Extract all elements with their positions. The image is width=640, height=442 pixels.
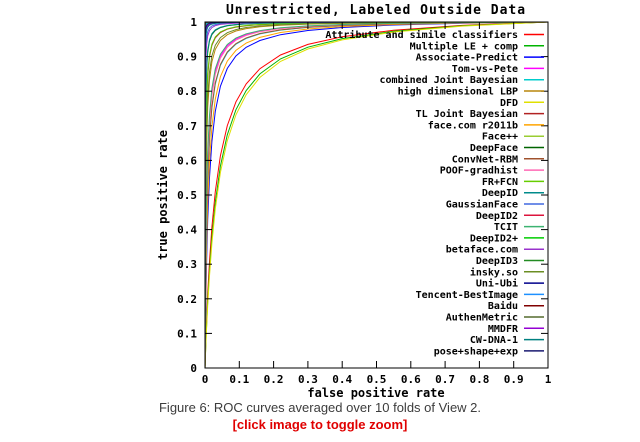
x-tick-label: 0.1 (229, 373, 249, 386)
legend-label: insky.so (470, 266, 518, 278)
legend-label: MMDFR (488, 324, 519, 335)
legend-label: AuthenMetric (446, 312, 518, 324)
y-tick-label: 0.3 (177, 258, 197, 271)
axis-ticks-group: 0 0.1 0.2 0.3 0.4 0.5 0.6 0.7 0.8 0.9 1 0 0.1 0.2 0.3 0… (177, 16, 552, 386)
legend-label: DFD (500, 98, 518, 109)
x-tick-label: 0.9 (504, 373, 524, 386)
toggle-zoom-link[interactable]: [click image to toggle zoom] (232, 417, 408, 432)
legend-label: DeepID2+ (470, 233, 518, 244)
x-tick-label: 0.8 (469, 373, 489, 386)
y-tick-label: 1 (190, 16, 197, 29)
legend-label: FR+FCN (482, 177, 518, 188)
x-tick-label: 0.7 (435, 373, 455, 386)
y-tick-label: 0.6 (177, 154, 197, 167)
chart-title: Unrestricted, Labeled Outside Data (226, 3, 526, 18)
y-tick-label: 0.2 (177, 293, 197, 306)
roc-chart[interactable]: Unrestricted, Labeled Outside Data 0 0.1 0… (0, 0, 640, 400)
legend-label: TCIT (494, 222, 518, 233)
legend-label: Attribute and simile classifiers (325, 29, 518, 41)
x-tick-label: 0.6 (401, 373, 421, 386)
x-axis-label: false positive rate (307, 386, 444, 400)
legend-label: face.com r2011b (428, 120, 518, 131)
legend-label: POOF-gradhist (440, 165, 518, 177)
y-tick-label: 0.4 (177, 224, 197, 237)
y-axis-label: true positive rate (156, 130, 170, 260)
legend-label: Associate-Predict (416, 52, 518, 64)
y-tick-label: 0.7 (177, 120, 197, 133)
y-tick-label: 0.1 (177, 327, 197, 340)
roc-chart-image[interactable]: Unrestricted, Labeled Outside Data 0 0.1 0… (0, 0, 640, 400)
x-tick-label: 0.5 (367, 373, 387, 386)
x-tick-label: 0.4 (332, 373, 352, 386)
y-tick-label: 0.8 (177, 85, 197, 98)
legend-label: high dimensional LBP (398, 86, 518, 98)
y-tick-label: 0.5 (177, 189, 197, 202)
legend-label: Face++ (482, 132, 518, 143)
x-tick-label: 0.3 (298, 373, 318, 386)
legend-label: DeepID2 (476, 211, 518, 222)
legend-label: ConvNet-RBM (452, 154, 518, 165)
legend-label: DeepID3 (476, 256, 518, 267)
y-tick-label: 0 (190, 362, 197, 375)
legend-label: combined Joint Bayesian (380, 74, 518, 86)
legend-label: TL Joint Bayesian (416, 108, 518, 120)
legend-label: GaussianFace (446, 199, 518, 211)
legend-group: Attribute and simile classifiersMultiple… (325, 29, 544, 357)
legend-label: DeepID (482, 188, 518, 199)
x-tick-label: 0.2 (264, 373, 284, 386)
x-tick-label: 0 (202, 373, 209, 386)
legend-label: Baidu (488, 300, 518, 312)
figure-caption: Figure 6: ROC curves averaged over 10 fo… (158, 400, 482, 415)
legend-label: Tencent-BestImage (416, 290, 518, 301)
legend-label: Tom-vs-Pete (452, 64, 518, 75)
legend-label: Multiple LE + comp (410, 40, 518, 52)
y-tick-label: 0.9 (177, 51, 197, 64)
x-tick-label: 1 (545, 373, 552, 386)
legend-label: DeepFace (470, 143, 518, 154)
legend-label: CW-DNA-1 (470, 335, 518, 346)
legend-label: Uni-Ubi (476, 278, 518, 290)
legend-label: pose+shape+exp (434, 346, 518, 357)
legend-label: betaface.com (446, 245, 518, 256)
